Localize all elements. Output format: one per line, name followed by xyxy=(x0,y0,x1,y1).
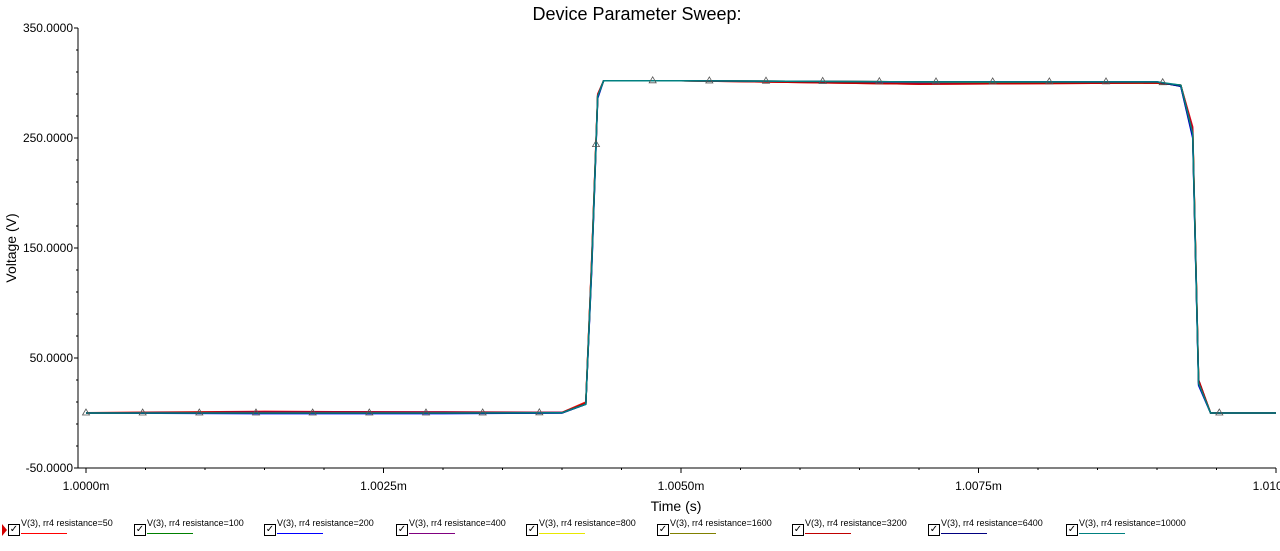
y-axis-label: Voltage (V) xyxy=(3,213,19,282)
x-tick-label: 1.0100m xyxy=(1253,479,1280,493)
y-tick-label: -50.0000 xyxy=(26,461,74,475)
legend-label: V(3), rr4 resistance=10000 xyxy=(1079,518,1186,528)
series-marker xyxy=(365,408,374,416)
series-marker xyxy=(818,76,827,84)
series-marker xyxy=(875,76,884,85)
series-marker xyxy=(988,77,997,85)
selection-marker xyxy=(2,524,7,536)
series-marker xyxy=(478,408,487,416)
series-marker xyxy=(931,77,941,85)
series-marker xyxy=(251,408,261,416)
series-line xyxy=(86,80,1276,414)
series-line xyxy=(85,80,1276,414)
legend-label: V(3), rr4 resistance=200 xyxy=(277,518,374,528)
series-marker xyxy=(761,76,771,84)
series-line xyxy=(85,80,1276,414)
series-line xyxy=(85,80,1276,414)
series-marker xyxy=(591,139,601,148)
legend-swatch xyxy=(277,533,323,534)
x-tick-label: 1.0075m xyxy=(955,479,1002,493)
series-marker xyxy=(81,408,91,416)
series-marker xyxy=(308,408,317,416)
series-line xyxy=(85,80,1276,414)
legend-swatch xyxy=(1079,533,1125,534)
y-tick-label: 250.0000 xyxy=(23,131,73,145)
series-marker xyxy=(138,408,147,416)
series-marker xyxy=(1215,408,1224,416)
legend-checkbox[interactable]: ✓ xyxy=(396,524,408,536)
series-marker xyxy=(1101,77,1111,85)
legend-swatch xyxy=(409,533,455,534)
legend-label: V(3), rr4 resistance=1600 xyxy=(670,518,772,528)
y-tick-label: 50.0000 xyxy=(30,351,74,365)
x-tick-label: 1.0050m xyxy=(658,479,705,493)
series-line xyxy=(85,80,1276,415)
legend-label: V(3), rr4 resistance=400 xyxy=(409,518,506,528)
series-marker xyxy=(535,408,544,416)
legend-swatch xyxy=(805,533,851,534)
legend-swatch xyxy=(941,533,987,534)
legend-checkbox[interactable]: ✓ xyxy=(134,524,146,536)
legend-label: V(3), rr4 resistance=3200 xyxy=(805,518,907,528)
marker-group xyxy=(81,76,1224,416)
legend-checkbox[interactable]: ✓ xyxy=(526,524,538,536)
axes: -50.0000 50.0000 150.0000 250.0000 350.0000 1… xyxy=(23,21,1280,493)
series-marker xyxy=(705,76,714,84)
legend-label: V(3), rr4 resistance=100 xyxy=(147,518,244,528)
series-group xyxy=(81,76,1276,416)
series-line xyxy=(85,80,1276,414)
x-tick-label: 1.0000m xyxy=(63,479,110,493)
legend-checkbox[interactable]: ✓ xyxy=(928,524,940,536)
series-marker xyxy=(1158,77,1167,86)
legend-label: V(3), rr4 resistance=50 xyxy=(21,518,113,528)
series-marker xyxy=(421,408,431,416)
legend-label: V(3), rr4 resistance=800 xyxy=(539,518,636,528)
legend-checkbox[interactable]: ✓ xyxy=(8,524,20,536)
y-tick-label: 150.0000 xyxy=(23,241,73,255)
legend-label: V(3), rr4 resistance=6400 xyxy=(941,518,1043,528)
chart-title: Device Parameter Sweep: xyxy=(532,4,741,24)
legend-swatch xyxy=(21,533,67,534)
legend-checkbox[interactable]: ✓ xyxy=(264,524,276,536)
y-tick-label: 350.0000 xyxy=(23,21,73,35)
series-marker xyxy=(1045,77,1054,85)
legend-swatch xyxy=(539,533,585,534)
legend-checkbox[interactable]: ✓ xyxy=(657,524,669,536)
legend: ✓ V(3), rr4 resistance=50 ✓ V(3), rr4 resis… xyxy=(0,514,1280,544)
series-line xyxy=(85,80,1276,415)
x-axis-label: Time (s) xyxy=(651,498,702,514)
legend-swatch xyxy=(670,533,716,534)
legend-checkbox[interactable]: ✓ xyxy=(792,524,804,536)
series-marker xyxy=(648,76,657,84)
series-line xyxy=(85,80,1276,414)
legend-checkbox[interactable]: ✓ xyxy=(1066,524,1078,536)
chart-canvas: Device Parameter Sweep: Voltage (V) Time… xyxy=(3,4,1280,514)
x-tick-label: 1.0025m xyxy=(360,479,407,493)
legend-swatch xyxy=(147,533,193,534)
series-marker xyxy=(195,408,204,416)
